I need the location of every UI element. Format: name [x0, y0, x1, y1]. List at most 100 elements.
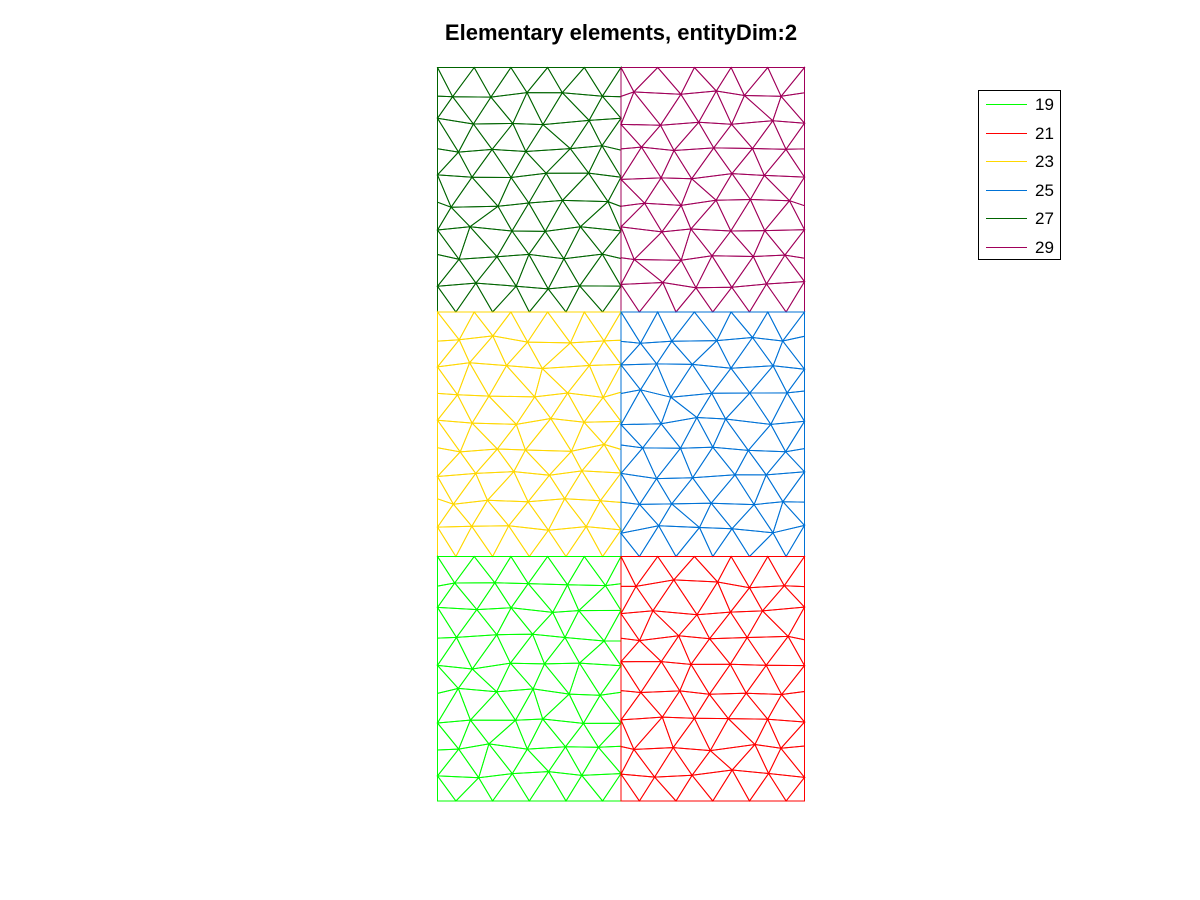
mesh-triangle: [734, 474, 767, 506]
mesh-triangle: [785, 523, 805, 557]
mesh-triangle: [493, 582, 530, 609]
mesh-triangle: [693, 311, 732, 342]
mesh-triangle: [639, 362, 672, 398]
mesh-triangle: [468, 334, 508, 367]
mesh-triangle: [730, 255, 768, 288]
mesh-triangle: [473, 556, 512, 584]
mesh-triangle: [745, 692, 783, 721]
mesh-triangle: [753, 501, 784, 534]
mesh-triangle: [524, 148, 572, 174]
mesh-triangle: [697, 89, 733, 125]
mesh-triangle: [748, 364, 788, 394]
mesh-triangle: [712, 123, 754, 150]
mesh-triangle: [456, 361, 490, 397]
mesh-triangle: [437, 498, 455, 529]
mesh-triangle: [578, 662, 622, 697]
mesh-triangle: [620, 340, 642, 367]
mesh-triangle: [691, 446, 736, 479]
mesh-triangle: [620, 146, 643, 182]
mesh-triangle: [458, 225, 499, 260]
mesh-triangle: [527, 583, 569, 614]
mesh-triangle: [752, 229, 786, 258]
mesh-triangle: [748, 772, 788, 802]
mesh-triangle: [640, 124, 675, 152]
mesh-triangle: [639, 690, 681, 718]
legend-item-27: 27: [979, 205, 1062, 233]
mesh-triangle: [437, 554, 456, 587]
mesh-triangle: [638, 477, 673, 505]
legend-label-19: 19: [1035, 95, 1054, 114]
mesh-triangle: [708, 636, 749, 666]
mesh-triangle: [569, 340, 605, 367]
mesh-triangle: [619, 639, 663, 663]
mesh-triangle: [600, 144, 622, 179]
mesh-triangle: [470, 525, 510, 558]
mesh-triangle: [437, 447, 462, 478]
mesh-triangle: [599, 500, 622, 532]
mesh-triangle: [659, 93, 700, 126]
mesh-triangle: [620, 178, 646, 207]
mesh-triangle: [751, 310, 784, 342]
mesh-triangle: [527, 253, 565, 290]
mesh-triangle: [436, 687, 472, 724]
mesh-triangle: [730, 120, 774, 150]
mesh-triangle: [546, 311, 586, 344]
mesh-triangle: [496, 253, 530, 288]
mesh-triangle: [635, 579, 675, 612]
mesh-triangle: [716, 581, 751, 614]
mesh-triangle: [474, 448, 515, 474]
mesh-triangle: [437, 148, 460, 177]
legend-swatch-21: [986, 133, 1027, 134]
mesh-triangle: [524, 417, 573, 452]
mesh-triangle: [525, 66, 564, 94]
mesh-triangle: [653, 774, 694, 802]
mesh-triangle: [547, 257, 581, 290]
mesh-triangle: [643, 177, 683, 206]
mesh-triangle: [471, 148, 513, 179]
mesh-triangle: [656, 311, 696, 343]
mesh-triangle: [680, 227, 713, 261]
mesh-triangle: [779, 720, 805, 749]
mesh-triangle: [450, 176, 500, 208]
mesh-triangle: [570, 443, 606, 472]
mesh-triangle: [748, 392, 788, 426]
mesh-triangle: [672, 555, 719, 583]
mesh-entity-19: [436, 554, 623, 802]
mesh-triangle: [784, 419, 805, 453]
mesh-triangle: [459, 422, 499, 453]
mesh-triangle: [670, 476, 713, 505]
mesh-triangle: [745, 664, 783, 696]
mesh-triangle: [491, 311, 529, 343]
mesh-triangle: [577, 584, 622, 612]
mesh-triangle: [569, 119, 603, 150]
mesh-triangle: [511, 771, 550, 802]
mesh-triangle: [583, 67, 622, 98]
mesh-triangle: [632, 747, 675, 778]
mesh-triangle: [603, 443, 622, 475]
mesh-triangle: [680, 66, 718, 95]
mesh-triangle: [474, 255, 518, 287]
mesh-triangle: [678, 690, 711, 720]
mesh-triangle: [457, 668, 498, 693]
mesh-triangle: [544, 226, 582, 260]
mesh-triangle: [437, 365, 459, 396]
mesh-triangle: [619, 773, 656, 802]
mesh-triangle: [437, 721, 460, 751]
mesh-triangle: [547, 770, 583, 802]
mesh-triangle: [437, 774, 457, 802]
mesh-triangle: [528, 529, 567, 557]
mesh-triangle: [638, 503, 673, 527]
mesh-triangle: [437, 582, 456, 609]
mesh-triangle: [711, 255, 755, 289]
mesh-triangle: [689, 199, 732, 232]
mesh-triangle: [730, 147, 766, 176]
mesh-triangle: [620, 471, 641, 506]
mesh-triangle: [511, 202, 547, 232]
mesh-triangle: [769, 391, 806, 425]
mesh-triangle: [696, 392, 727, 420]
mesh-triangle: [599, 471, 622, 503]
mesh-triangle: [761, 584, 806, 612]
mesh-triangle: [527, 555, 569, 586]
mesh-triangle: [515, 396, 552, 426]
